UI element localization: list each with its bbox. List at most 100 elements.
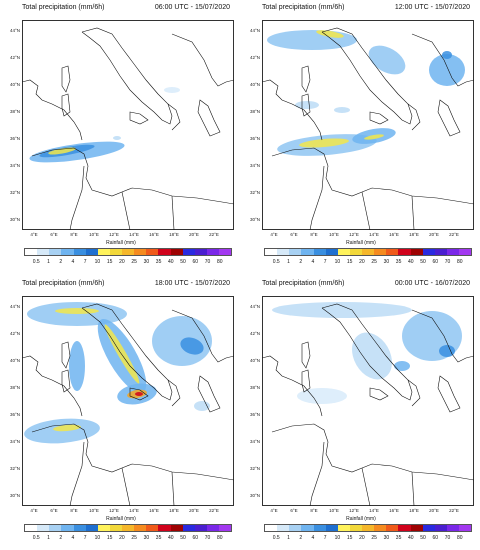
- colorbar-swatch: [122, 249, 135, 255]
- colorbar-swatch: [325, 249, 338, 255]
- colorbar-swatch: [97, 249, 110, 255]
- lon-tick-label: 8°E: [310, 232, 318, 237]
- map-area: [22, 20, 234, 230]
- map-area: [262, 20, 474, 230]
- colorbar-tick-label: 60: [432, 259, 439, 265]
- coastline: [361, 467, 371, 506]
- colorbar-tick-label: 50: [420, 259, 426, 265]
- lon-tick-label: 16°E: [389, 232, 399, 237]
- colorbar-tick-label: 40: [168, 535, 174, 541]
- colorbar-tick-label: 0.5: [272, 535, 280, 541]
- colorbar-tick-label: 30: [143, 259, 150, 265]
- colorbar-swatch: [337, 525, 350, 531]
- colorbar-tick-label: 1: [47, 535, 50, 541]
- colorbar-swatch: [85, 525, 98, 531]
- colorbar-swatch: [313, 525, 326, 531]
- coastline: [369, 387, 389, 401]
- lon-tick-label: 20°E: [429, 232, 439, 237]
- lon-tick-label: 10°E: [89, 508, 99, 513]
- colorbar-tick-label: 30: [143, 535, 150, 541]
- coastline: [301, 369, 311, 393]
- colorbar-swatch: [73, 249, 86, 255]
- colorbar-swatch: [170, 525, 183, 531]
- coastline: [171, 309, 234, 363]
- map-panel: Total precipitation (mm/6h) 18:00 UTC - 1…: [2, 278, 240, 550]
- colorbar-tick-label: 60: [432, 535, 439, 541]
- precip-area: [299, 138, 349, 148]
- precip-area: [394, 361, 410, 371]
- lon-tick-label: 14°E: [129, 232, 139, 237]
- colorbar-swatch: [73, 525, 86, 531]
- panel-title: Total precipitation (mm/6h): [22, 280, 105, 287]
- coastline: [61, 369, 71, 393]
- colorbar-swatch: [37, 249, 50, 255]
- colorbar-tick-label: 2: [59, 259, 63, 265]
- colorbar-tick-label: 80: [216, 259, 223, 265]
- map-frame: [22, 20, 234, 230]
- lon-tick-label: 18°E: [169, 232, 179, 237]
- panel-title: Total precipitation (mm/6h): [262, 4, 345, 11]
- lat-tick-label: 44°N: [249, 28, 260, 33]
- colorbar-swatch: [219, 249, 232, 255]
- lat-tick-label: 36°N: [249, 412, 260, 417]
- coastline: [369, 111, 389, 125]
- colorbar-swatch: [459, 525, 472, 531]
- precip-area: [352, 332, 392, 380]
- colorbar-swatch: [362, 525, 375, 531]
- coastline: [411, 309, 474, 363]
- coastline: [129, 111, 149, 125]
- coastline: [271, 147, 474, 205]
- colorbar-swatch: [422, 525, 435, 531]
- coastline: [407, 379, 421, 407]
- lon-tick-label: 20°E: [189, 508, 199, 513]
- lat-tick-label: 40°N: [249, 358, 260, 363]
- lon-tick-label: 8°E: [70, 508, 78, 513]
- colorbar-swatch: [337, 249, 350, 255]
- colorbar-swatch: [25, 525, 38, 531]
- colorbar-swatch: [422, 249, 435, 255]
- colorbar-swatch: [398, 249, 411, 255]
- lon-tick-label: 8°E: [70, 232, 78, 237]
- colorbar-swatch: [109, 525, 122, 531]
- colorbar-tick-label: 4: [311, 535, 315, 541]
- lat-tick-label: 34°N: [249, 163, 260, 168]
- colorbar-tick-label: 25: [371, 535, 377, 541]
- coastline: [411, 471, 415, 506]
- precip-area: [104, 324, 140, 384]
- coastline: [321, 303, 413, 401]
- lat-tick-label: 38°N: [249, 385, 260, 390]
- coastline: [69, 165, 85, 230]
- precip-area: [297, 388, 347, 404]
- precip-area: [368, 45, 406, 75]
- lat-tick-label: 44°N: [9, 304, 20, 309]
- colorbar-swatch: [206, 249, 219, 255]
- coastline: [171, 471, 175, 506]
- lat-tick-label: 34°N: [9, 439, 20, 444]
- map-area: [22, 296, 234, 506]
- colorbar-swatch: [410, 525, 423, 531]
- panel-title: Total precipitation (mm/6h): [22, 4, 105, 11]
- coastline: [61, 93, 71, 117]
- lat-tick-label: 42°N: [9, 55, 20, 60]
- lon-tick-label: 18°E: [409, 508, 419, 513]
- lon-tick-label: 22°E: [209, 508, 219, 513]
- coastline: [22, 79, 83, 141]
- colorbar-swatch: [434, 249, 447, 255]
- precip-area: [164, 87, 180, 93]
- colorbar-tick-label: 1: [287, 535, 290, 541]
- lon-tick-label: 14°E: [369, 232, 379, 237]
- colorbar-swatch: [49, 249, 62, 255]
- coastline: [411, 195, 415, 230]
- lat-tick-label: 36°N: [9, 136, 20, 141]
- lat-tick-label: 38°N: [9, 109, 20, 114]
- lon-tick-label: 6°E: [290, 508, 298, 513]
- panel-timestamp: 00:00 UTC - 16/07/2020: [394, 280, 470, 287]
- colorbar-swatch: [182, 525, 195, 531]
- coastline: [22, 355, 83, 417]
- lat-tick-label: 32°N: [249, 190, 260, 195]
- map-panel: Total precipitation (mm/6h) 00:00 UTC - 1…: [242, 278, 480, 550]
- colorbar-tick-label: 50: [420, 535, 426, 541]
- colorbar-swatch: [362, 249, 375, 255]
- colorbar-tick-label: 0.5: [32, 259, 40, 265]
- colorbar-title: Rainfall (mm): [106, 516, 136, 522]
